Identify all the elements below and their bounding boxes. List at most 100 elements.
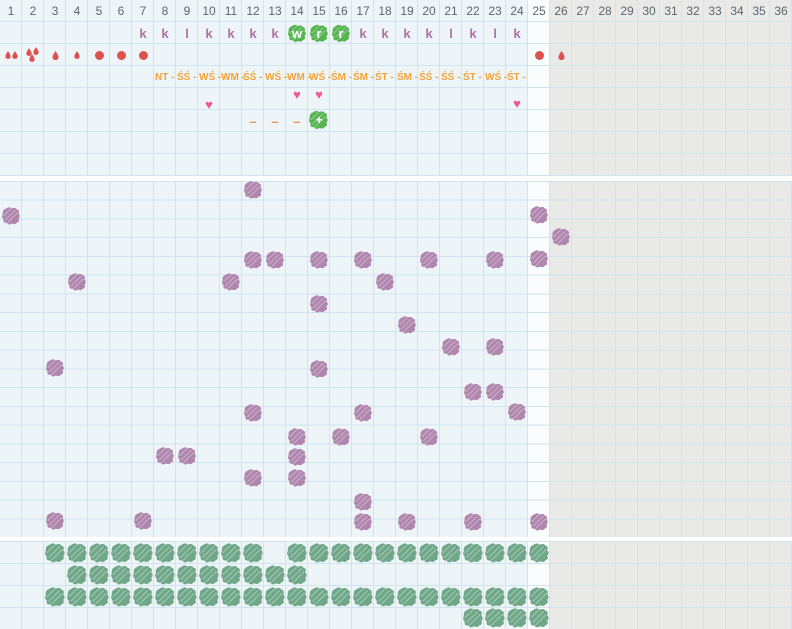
mucus-letter: k — [381, 25, 389, 41]
day-stamp — [66, 564, 88, 586]
scribble-blob — [484, 586, 506, 608]
day-column-header[interactable]: 30 — [642, 4, 656, 18]
scribble-blob — [220, 586, 242, 608]
temperature-mark — [45, 358, 65, 378]
scribble-blob — [309, 359, 329, 379]
scribble-blob — [507, 402, 527, 422]
temperature-mark — [375, 272, 395, 292]
scribble-blob — [440, 586, 462, 608]
day-column-header[interactable]: 16 — [334, 4, 348, 18]
day-stamp — [330, 542, 352, 564]
day-stamp — [374, 542, 396, 564]
day-column-header[interactable]: 20 — [422, 4, 436, 18]
mucus-code: ŚM - — [331, 71, 353, 83]
scribble-blob — [485, 382, 505, 402]
scribble-blob — [353, 250, 373, 270]
scribble-blob — [419, 427, 439, 447]
day-stamp — [308, 542, 330, 564]
day-column-header[interactable]: 1 — [7, 4, 15, 18]
stamps-grid — [0, 541, 792, 629]
day-stamp — [110, 542, 132, 564]
day-column-header[interactable]: 36 — [774, 4, 788, 18]
day-column-header[interactable]: 22 — [466, 4, 480, 18]
day-column-header[interactable]: 15 — [312, 4, 326, 18]
mucus-code: ŚT - — [375, 71, 394, 83]
section-divider — [0, 176, 792, 181]
temperature-mark — [485, 337, 505, 357]
day-stamp — [264, 586, 286, 608]
day-stamp — [418, 542, 440, 564]
day-column-header[interactable]: 29 — [620, 4, 634, 18]
mucus-code: ŚŚ - — [177, 71, 197, 83]
intercourse-heart-icon: ♥ — [293, 86, 301, 102]
mucus-letter: k — [513, 25, 521, 41]
mucus-letter-cell: l — [440, 22, 462, 44]
day-column-header[interactable]: 14 — [290, 4, 304, 18]
scribble-blob — [154, 542, 176, 564]
scribble-blob — [110, 586, 132, 608]
temperature-mark — [551, 227, 571, 247]
mucus-code: WŚ - — [485, 71, 508, 83]
day-column-header[interactable]: 6 — [117, 4, 125, 18]
scribble-blob — [176, 542, 198, 564]
scribble-blob — [220, 564, 242, 586]
mucus-letter: k — [359, 25, 367, 41]
day-column-header[interactable]: 13 — [268, 4, 282, 18]
day-column-header[interactable]: 7 — [139, 4, 147, 18]
day-column-header[interactable]: 18 — [378, 4, 392, 18]
mucus-code: ŚŚ - — [419, 71, 439, 83]
day-column-header[interactable]: 32 — [686, 4, 700, 18]
day-column-header[interactable]: 33 — [708, 4, 722, 18]
temperature-mark — [463, 512, 483, 532]
day-column-header[interactable]: 8 — [161, 4, 169, 18]
day-column-header[interactable]: 9 — [183, 4, 191, 18]
scribble-blob — [132, 586, 154, 608]
day-stamp — [220, 564, 242, 586]
scribble-blob — [440, 542, 462, 564]
mucus-code: ŚT - — [463, 71, 482, 83]
day-column-header[interactable]: 19 — [400, 4, 414, 18]
day-column-header[interactable]: 10 — [202, 4, 216, 18]
day-column-header[interactable]: 26 — [554, 4, 568, 18]
day-column-header[interactable]: 5 — [95, 4, 103, 18]
mucus-letter: k — [469, 25, 477, 41]
day-stamp — [132, 542, 154, 564]
mucus-code: ŚM - — [397, 71, 419, 83]
day-column-header[interactable]: 34 — [730, 4, 744, 18]
day-column-header[interactable]: 24 — [510, 4, 524, 18]
day-column-header[interactable]: 35 — [752, 4, 766, 18]
scribble-blob — [1, 206, 21, 226]
mucus-letter: k — [249, 25, 257, 41]
blood-drop-icon — [74, 51, 80, 59]
day-column-header[interactable]: 21 — [444, 4, 458, 18]
day-column-header[interactable]: 2 — [29, 4, 37, 18]
day-column-header[interactable]: 27 — [576, 4, 590, 18]
day-column-header[interactable]: 4 — [73, 4, 81, 18]
day-column-header[interactable]: 12 — [246, 4, 260, 18]
scribble-blob — [397, 512, 417, 532]
day-stamp — [198, 542, 220, 564]
scribble-blob — [374, 542, 396, 564]
temperature-mark — [287, 447, 307, 467]
bleeding-icon — [66, 44, 88, 66]
intercourse-heart-icon: ♥ — [205, 96, 213, 112]
blood-drop-icon — [29, 54, 35, 62]
symptom-rows-grid — [0, 0, 792, 176]
day-column-header[interactable]: 17 — [356, 4, 370, 18]
day-column-header[interactable]: 3 — [51, 4, 59, 18]
bleeding-icon — [0, 44, 22, 66]
blood-drop-icon — [5, 51, 11, 59]
day-column-header[interactable]: 11 — [224, 4, 238, 18]
day-column-header[interactable]: 23 — [488, 4, 502, 18]
scribble-blob — [506, 542, 528, 564]
day-stamp — [44, 542, 66, 564]
scribble-blob — [287, 468, 307, 488]
day-column-header[interactable]: 31 — [664, 4, 678, 18]
scribble-blob — [462, 607, 484, 629]
scribble-blob — [528, 586, 550, 608]
day-stamp — [264, 564, 286, 586]
scribble-blob — [330, 586, 352, 608]
day-column-header[interactable]: 28 — [598, 4, 612, 18]
day-column-header[interactable]: 25 — [532, 4, 546, 18]
mucus-code: ŚM - — [353, 71, 375, 83]
